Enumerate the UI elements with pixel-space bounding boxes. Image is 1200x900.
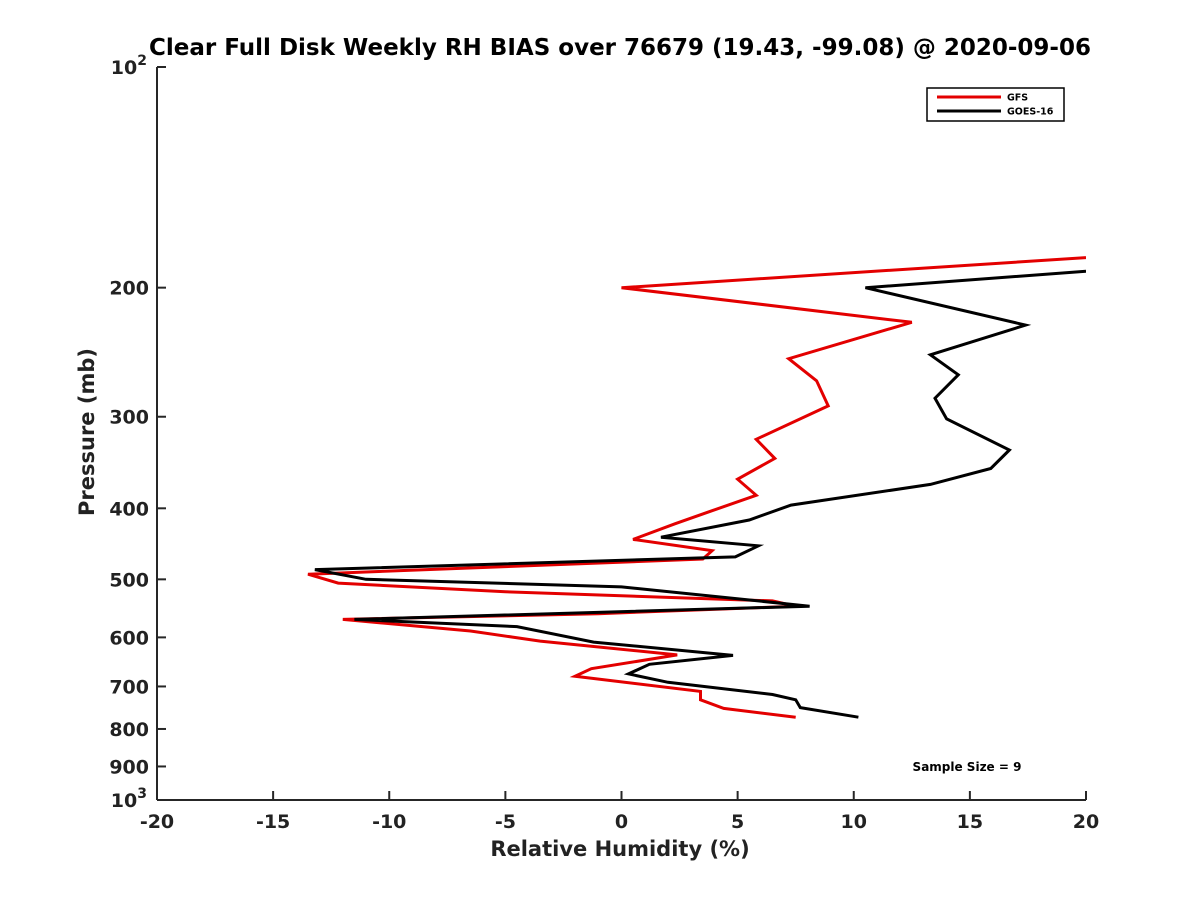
y-tick-label: 300 xyxy=(109,407,149,429)
series-line-gfs xyxy=(307,256,1086,719)
y-tick-label: 900 xyxy=(109,756,149,778)
y-tick-label: 600 xyxy=(109,627,149,649)
y-tick-label: 103 xyxy=(111,786,147,812)
x-tick-label: 10 xyxy=(841,811,867,833)
x-tick-label: -5 xyxy=(495,811,516,833)
y-tick-label: 400 xyxy=(109,498,149,520)
x-tick-label: -20 xyxy=(140,811,174,833)
y-tick-label: 700 xyxy=(109,676,149,698)
y-tick-label: 800 xyxy=(109,719,149,741)
legend-label: GOES-16 xyxy=(1007,107,1054,118)
legend-label: GFS xyxy=(1007,93,1028,104)
y-tick-label: 500 xyxy=(109,569,149,591)
x-tick-label: 5 xyxy=(731,811,744,833)
y-axis-label: Pressure (mb) xyxy=(75,348,99,516)
x-tick-label: -15 xyxy=(256,811,290,833)
x-axis-label: Relative Humidity (%) xyxy=(490,837,749,861)
y-tick-label: 102 xyxy=(111,53,147,79)
legend-box xyxy=(926,87,1065,122)
y-tick-label: 200 xyxy=(109,278,149,300)
x-tick-label: 20 xyxy=(1073,811,1099,833)
x-tick-label: -10 xyxy=(372,811,406,833)
chart-title: Clear Full Disk Weekly RH BIAS over 7667… xyxy=(149,35,1091,61)
sample-size-annotation: Sample Size = 9 xyxy=(913,760,1022,774)
series-line-goes-16 xyxy=(314,269,1086,719)
legend: GFS GOES-16 xyxy=(926,87,1065,122)
x-tick-label: 0 xyxy=(615,811,628,833)
x-tick-label: 15 xyxy=(957,811,983,833)
